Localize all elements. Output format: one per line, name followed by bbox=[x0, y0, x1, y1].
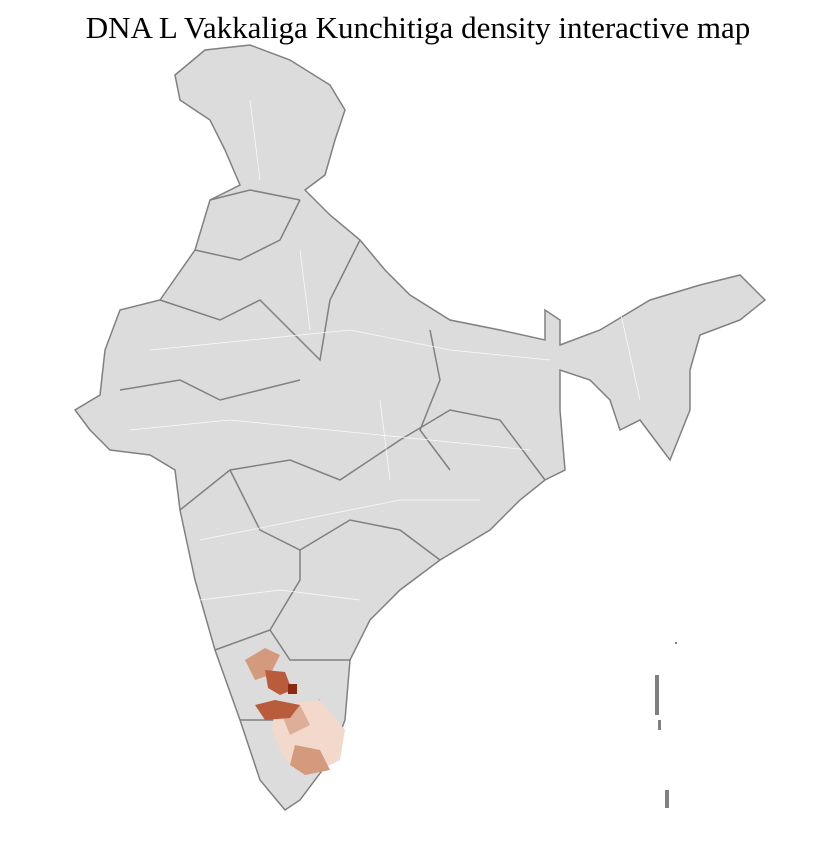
state-borders bbox=[119, 189, 546, 721]
district-max[interactable] bbox=[288, 684, 297, 694]
district-mid[interactable] bbox=[290, 745, 330, 775]
district-borders bbox=[129, 99, 641, 601]
density-districts[interactable] bbox=[245, 648, 345, 775]
map-title: DNA L Vakkaliga Kunchitiga density inter… bbox=[85, 10, 751, 45]
district-high[interactable] bbox=[255, 700, 300, 720]
district-high[interactable] bbox=[265, 670, 292, 695]
andaman-islands bbox=[655, 642, 677, 808]
